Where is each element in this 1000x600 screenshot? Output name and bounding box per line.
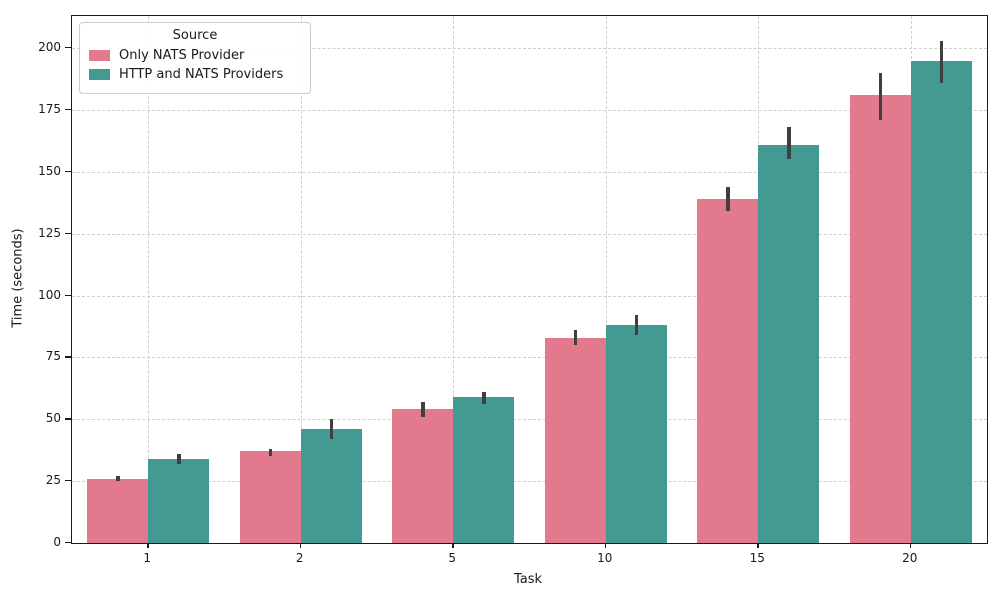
y-gridline: [72, 419, 987, 421]
y-tick-mark: [65, 109, 71, 111]
error-bar: [573, 330, 577, 346]
legend-title: Source: [172, 28, 218, 43]
x-gridline: [453, 16, 455, 543]
y-tick-label: 100: [38, 287, 61, 302]
y-tick-label: 150: [38, 163, 61, 178]
y-tick-label: 175: [38, 102, 61, 117]
y-gridline: [72, 110, 987, 112]
legend-item: HTTP and NATS Providers: [89, 67, 301, 82]
x-tick-label: 15: [749, 551, 765, 565]
bar-http-and-nats-providers-task-15: [758, 144, 820, 543]
error-bar: [421, 401, 425, 417]
x-tick-label: 10: [597, 551, 613, 565]
legend-label: HTTP and NATS Providers: [119, 67, 284, 82]
y-tick-label: 25: [45, 473, 61, 488]
y-tick-mark: [65, 170, 71, 173]
bar-http-and-nats-providers-task-2: [300, 429, 362, 543]
y-axis-label: Time (seconds): [10, 228, 26, 328]
y-tick-mark: [65, 294, 71, 296]
x-tick-mark: [452, 542, 454, 548]
y-tick-label: 50: [45, 411, 61, 426]
x-tick-label: 20: [902, 551, 918, 565]
error-bar: [268, 448, 272, 457]
y-tick-mark: [65, 356, 71, 358]
x-gridline: [300, 16, 302, 543]
y-tick-mark: [65, 232, 71, 235]
bar-only-nats-provider-task-10: [544, 337, 606, 543]
bar-http-and-nats-providers-task-20: [910, 60, 972, 543]
error-bar: [116, 476, 120, 482]
error-bar: [482, 392, 486, 405]
x-tick-mark: [757, 542, 759, 548]
y-tick-label: 125: [38, 225, 61, 240]
bar-http-and-nats-providers-task-10: [605, 325, 667, 543]
error-bar: [939, 40, 943, 83]
legend-swatch-icon: [89, 50, 110, 61]
y-gridline: [72, 233, 987, 235]
legend-swatch-icon: [89, 69, 110, 80]
error-bar: [726, 186, 730, 212]
error-bar: [878, 72, 882, 120]
bar-http-and-nats-providers-task-1: [148, 458, 210, 543]
bar-only-nats-provider-task-1: [87, 478, 149, 543]
bar-http-and-nats-providers-task-5: [453, 397, 515, 543]
plot-area: Source Only NATS Provider HTTP and NATS P…: [71, 15, 988, 544]
y-tick-mark: [65, 480, 71, 482]
legend-item: Only NATS Provider: [89, 48, 301, 63]
x-tick-label: 1: [143, 551, 152, 565]
y-gridline: [72, 48, 987, 50]
bar-only-nats-provider-task-15: [697, 199, 759, 543]
y-gridline: [72, 295, 987, 297]
legend: Source Only NATS Provider HTTP and NATS P…: [79, 22, 311, 94]
y-tick-mark: [65, 418, 71, 420]
bar-only-nats-provider-task-20: [849, 95, 911, 543]
error-bar: [329, 419, 333, 440]
error-bar: [634, 315, 638, 336]
y-tick-label: 75: [45, 349, 61, 364]
y-gridline: [72, 481, 987, 483]
legend-label: Only NATS Provider: [119, 48, 245, 63]
bar-only-nats-provider-task-5: [392, 409, 454, 543]
x-tick-label: 5: [448, 551, 457, 565]
y-tick-label: 0: [53, 535, 61, 549]
x-axis-label: Task: [513, 572, 543, 587]
y-tick-label: 200: [38, 40, 61, 55]
x-gridline: [148, 16, 150, 543]
y-gridline: [72, 357, 987, 359]
x-tick-mark: [147, 542, 149, 548]
x-tick-label: 2: [295, 551, 304, 565]
legend-items: Only NATS Provider HTTP and NATS Provider…: [89, 48, 301, 82]
bar-only-nats-provider-task-2: [239, 451, 301, 543]
y-tick-mark: [65, 542, 71, 544]
y-gridline: [72, 171, 987, 173]
y-tick-mark: [65, 47, 71, 49]
x-tick-mark: [299, 542, 302, 548]
error-bar: [177, 453, 181, 464]
x-tick-mark: [604, 542, 607, 548]
x-tick-mark: [909, 542, 912, 548]
error-bar: [787, 127, 791, 160]
x-gridline: [605, 16, 607, 543]
